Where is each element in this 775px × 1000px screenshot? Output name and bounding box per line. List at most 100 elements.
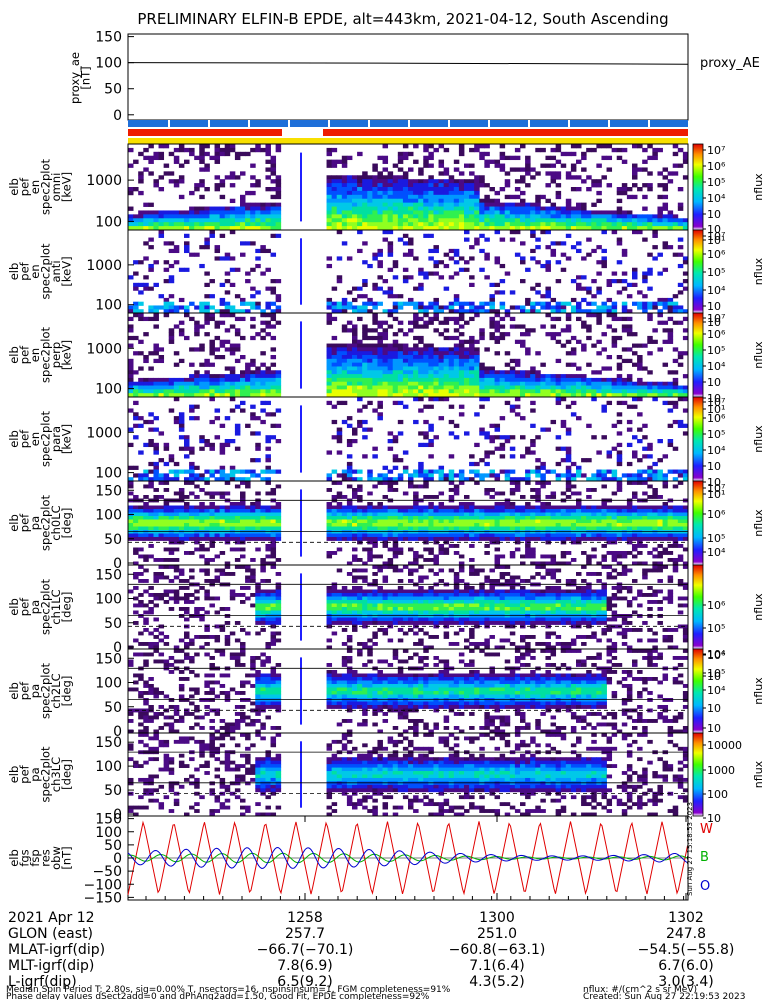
spec-cell (505, 502, 510, 506)
spec-cell (469, 527, 474, 531)
spec-cell (260, 520, 265, 524)
spec-cell (199, 382, 204, 386)
spec-cell (255, 527, 260, 531)
spec-cell (271, 488, 276, 492)
spec-cell (408, 203, 413, 207)
spec-cell (357, 488, 362, 492)
spec-cell (444, 287, 449, 291)
spec-cell (673, 171, 678, 175)
spec-cell (357, 294, 362, 298)
spec-cell (352, 355, 357, 359)
spec-cell (128, 530, 133, 534)
spec-cell (255, 516, 260, 520)
spec-cell (637, 428, 642, 432)
spec-cell (449, 187, 454, 191)
spec-cell (515, 214, 520, 218)
spec-cell (245, 279, 250, 283)
spec-cell (230, 210, 235, 214)
spec-cell (459, 179, 464, 183)
spec-cell (159, 294, 164, 298)
spec-cell (469, 275, 474, 279)
spec-cell (596, 370, 601, 374)
spec-cell (607, 313, 612, 317)
spec-cell (428, 256, 433, 260)
spec-cell (357, 179, 362, 183)
spec-cell (169, 214, 174, 218)
spec-cell (647, 268, 652, 272)
spec-cell (622, 191, 627, 195)
spec-cell (540, 305, 545, 309)
spec-cell (164, 502, 169, 506)
spec-cell (530, 439, 535, 443)
spec-cell (525, 302, 530, 306)
spec-cell (484, 397, 489, 401)
spec-cell (433, 272, 438, 276)
spec-cell (612, 523, 617, 527)
spec-cell (250, 268, 255, 272)
spec-cell (377, 171, 382, 175)
spec-cell (556, 207, 561, 211)
spec-cell (428, 513, 433, 517)
spec-cell (388, 191, 393, 195)
spec-cell (520, 214, 525, 218)
spec-cell (474, 144, 479, 148)
spec-cell (433, 195, 438, 199)
spec-cell (459, 203, 464, 207)
spec-cell (377, 214, 382, 218)
spec-cell (464, 210, 469, 214)
spec-cell (128, 187, 133, 191)
spec-cell (372, 523, 377, 527)
spec-cell (663, 207, 668, 211)
spec-cell (357, 344, 362, 348)
spec-cell (489, 488, 494, 492)
spec-cell (510, 366, 515, 370)
spec-cell (153, 462, 158, 466)
spec-cell (164, 214, 169, 218)
spec-cell (545, 260, 550, 264)
spectrogram-panels: 1000100elbpefenspec2plotomni[keV]10⁷10⁶1… (7, 144, 765, 825)
spec-cell (617, 551, 622, 555)
spec-cell (607, 523, 612, 527)
spec-cell (545, 164, 550, 168)
spec-cell (571, 386, 576, 390)
spec-cell (423, 191, 428, 195)
spec-cell (189, 347, 194, 351)
spec-cell (632, 167, 637, 171)
spec-cell (525, 506, 530, 510)
spec-cell (204, 222, 209, 226)
spec-cell (525, 214, 530, 218)
spec-cell (612, 513, 617, 517)
spec-cell (169, 179, 174, 183)
spec-cell (276, 386, 281, 390)
spec-cell (215, 160, 220, 164)
spec-cell (459, 481, 464, 485)
spec-cell (566, 516, 571, 520)
spec-cell (413, 336, 418, 340)
spec-cell (276, 558, 281, 562)
spec-cell (393, 191, 398, 195)
spec-cell (327, 506, 332, 510)
spec-cell (428, 502, 433, 506)
spec-cell (174, 351, 179, 355)
spec-cell (174, 516, 179, 520)
spec-cell (271, 523, 276, 527)
spec-cell (357, 340, 362, 344)
spec-cell (418, 340, 423, 344)
spec-cell (632, 268, 637, 272)
spec-cell (250, 363, 255, 367)
spec-cell (495, 210, 500, 214)
spec-cell (337, 214, 342, 218)
spec-cell (464, 516, 469, 520)
spec-cell (260, 523, 265, 527)
spec-cell (464, 351, 469, 355)
spec-cell (372, 355, 377, 359)
spec-cell (474, 366, 479, 370)
spec-cell (372, 386, 377, 390)
spec-cell (444, 506, 449, 510)
spec-cell (525, 520, 530, 524)
spec-cell (495, 218, 500, 222)
spec-cell (515, 148, 520, 152)
spec-cell (271, 302, 276, 306)
spec-cell (240, 516, 245, 520)
spec-cell (484, 431, 489, 435)
